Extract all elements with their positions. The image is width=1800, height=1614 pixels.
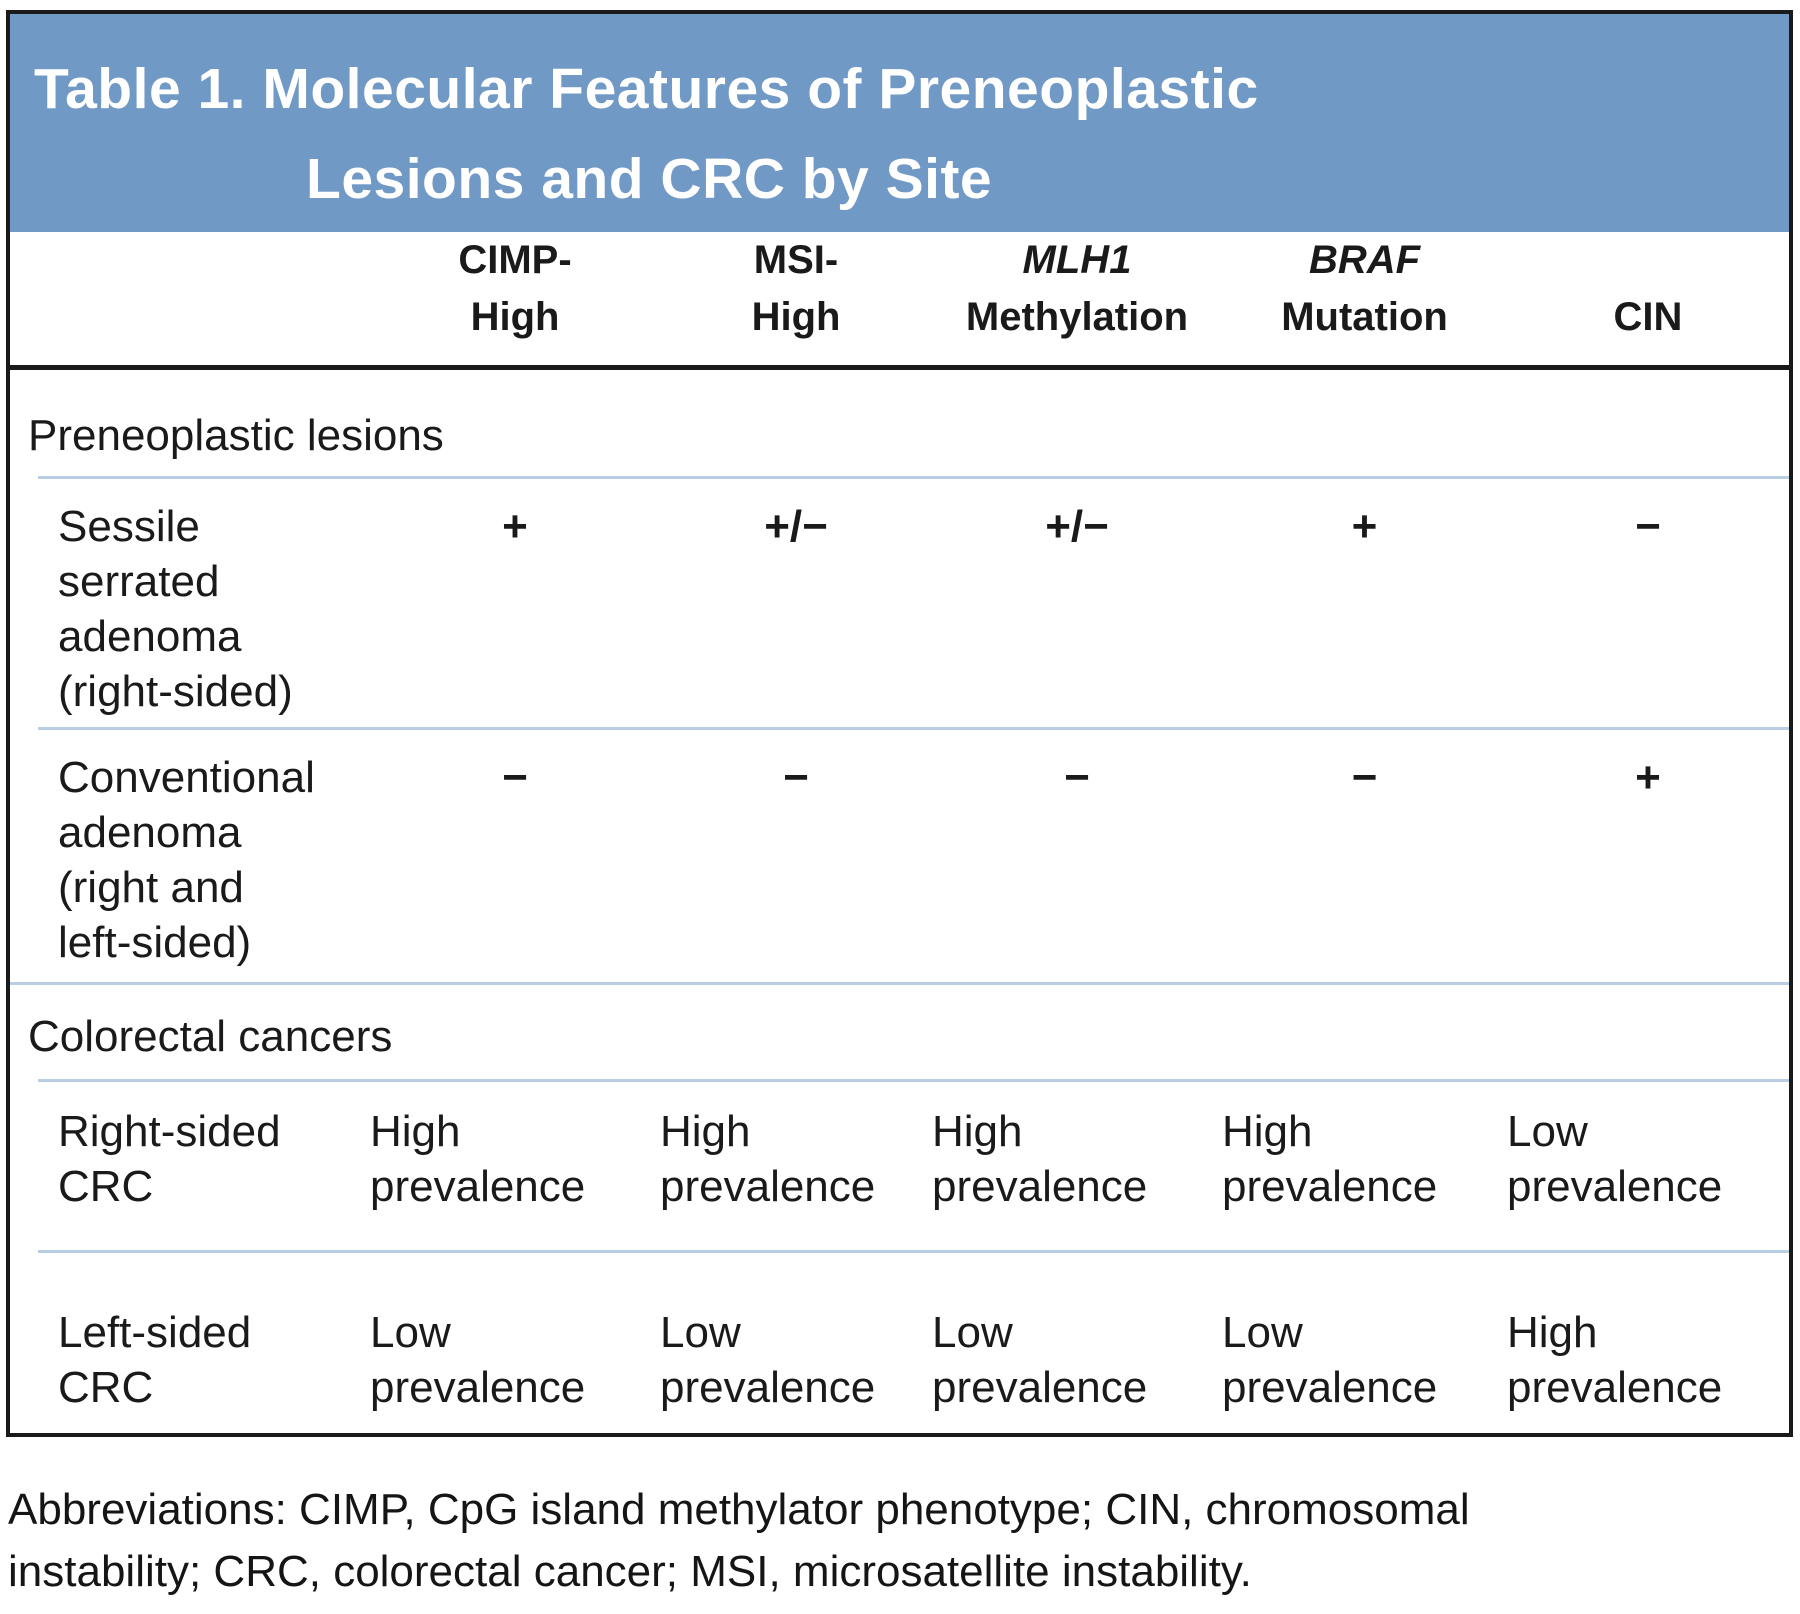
column-header-braf-gene: BRAF — [1308, 238, 1421, 282]
column-header-cimp-line1: CIMP- — [458, 238, 572, 282]
abbreviations-footnote: Abbreviations: CIMP, CpG island methylat… — [8, 1485, 1470, 1596]
cell-mlh1-value: − — [1064, 753, 1090, 802]
cell-cin-value: High prevalence — [1507, 1308, 1723, 1412]
table-row-right-sided-crc: Right-sided CRC High prevalence High pre… — [10, 1082, 1789, 1250]
section-label: Preneoplastic lesions — [28, 411, 444, 460]
cell-cimp-value: Low prevalence — [370, 1308, 586, 1412]
row-label: Right-sided CRC — [58, 1107, 281, 1211]
cell-mlh1-value: High prevalence — [932, 1107, 1148, 1211]
row-label: Sessile serrated adenoma (right-sided) — [58, 502, 293, 716]
cell-cin-value: − — [1635, 502, 1661, 551]
table-row-sessile-serrated-adenoma: Sessile serrated adenoma (right-sided) +… — [10, 479, 1789, 727]
cell-cin-value: + — [1635, 753, 1661, 802]
column-header-msi-line2: High — [751, 295, 841, 339]
column-header-cimp-line2: High — [470, 295, 560, 339]
cell-cimp-value: High prevalence — [370, 1107, 586, 1211]
cell-cimp-value: + — [502, 502, 528, 551]
row-divider — [38, 476, 1789, 479]
section-label: Colorectal cancers — [28, 1012, 393, 1061]
table-title-band: Table 1. Molecular Features of Preneopla… — [10, 14, 1789, 232]
column-header-row: CIMP- High MSI- High MLH1 Methylation BR… — [10, 232, 1789, 370]
column-header-mlh1-line2: Methylation — [965, 295, 1189, 339]
cell-cimp-value: − — [502, 753, 528, 802]
column-header-mlh1-gene: MLH1 — [1022, 238, 1132, 282]
row-label: Left-sided CRC — [58, 1308, 252, 1412]
cell-braf-value: Low prevalence — [1222, 1308, 1438, 1412]
table-title: Table 1. Molecular Features of Preneopla… — [34, 57, 1259, 211]
row-divider — [38, 727, 1789, 730]
cell-cin-value: Low prevalence — [1507, 1107, 1723, 1211]
cell-braf-value: High prevalence — [1222, 1107, 1438, 1211]
cell-braf-value: − — [1351, 753, 1378, 802]
column-header-cin-label: CIN — [1613, 295, 1683, 339]
column-header-msi-line1: MSI- — [753, 238, 839, 282]
column-header-braf-line2: Mutation — [1281, 295, 1448, 339]
column-header-mlh1-methylation: MLH1 Methylation — [932, 232, 1222, 366]
cell-mlh1-value: +/− — [1045, 502, 1109, 551]
section-colorectal-cancers: Colorectal cancers — [10, 985, 1789, 1079]
cell-msi-value: +/− — [764, 502, 828, 551]
section-divider — [10, 982, 1789, 985]
cell-braf-value: + — [1351, 502, 1378, 551]
row-divider — [38, 1250, 1789, 1253]
cell-mlh1-value: Low prevalence — [932, 1308, 1148, 1412]
row-label: Conventional adenoma (right and left-sid… — [58, 753, 315, 967]
cell-msi-value: Low prevalence — [660, 1308, 876, 1412]
column-header-cin: CIN — [1507, 289, 1789, 366]
column-header-braf-mutation: BRAF Mutation — [1222, 232, 1507, 366]
table-row-conventional-adenoma: Conventional adenoma (right and left-sid… — [10, 730, 1789, 982]
column-header-msi-high: MSI- High — [660, 232, 932, 366]
table-row-left-sided-crc: Left-sided CRC Low prevalence Low preval… — [10, 1253, 1789, 1433]
column-header-spacer — [10, 346, 370, 366]
row-divider — [38, 1079, 1789, 1082]
cell-msi-value: High prevalence — [660, 1107, 876, 1211]
cell-msi-value: − — [783, 753, 809, 802]
section-preneoplastic-lesions: Preneoplastic lesions — [10, 370, 1789, 476]
column-header-cimp-high: CIMP- High — [370, 232, 660, 366]
table-1-box: Table 1. Molecular Features of Preneopla… — [6, 10, 1793, 1437]
